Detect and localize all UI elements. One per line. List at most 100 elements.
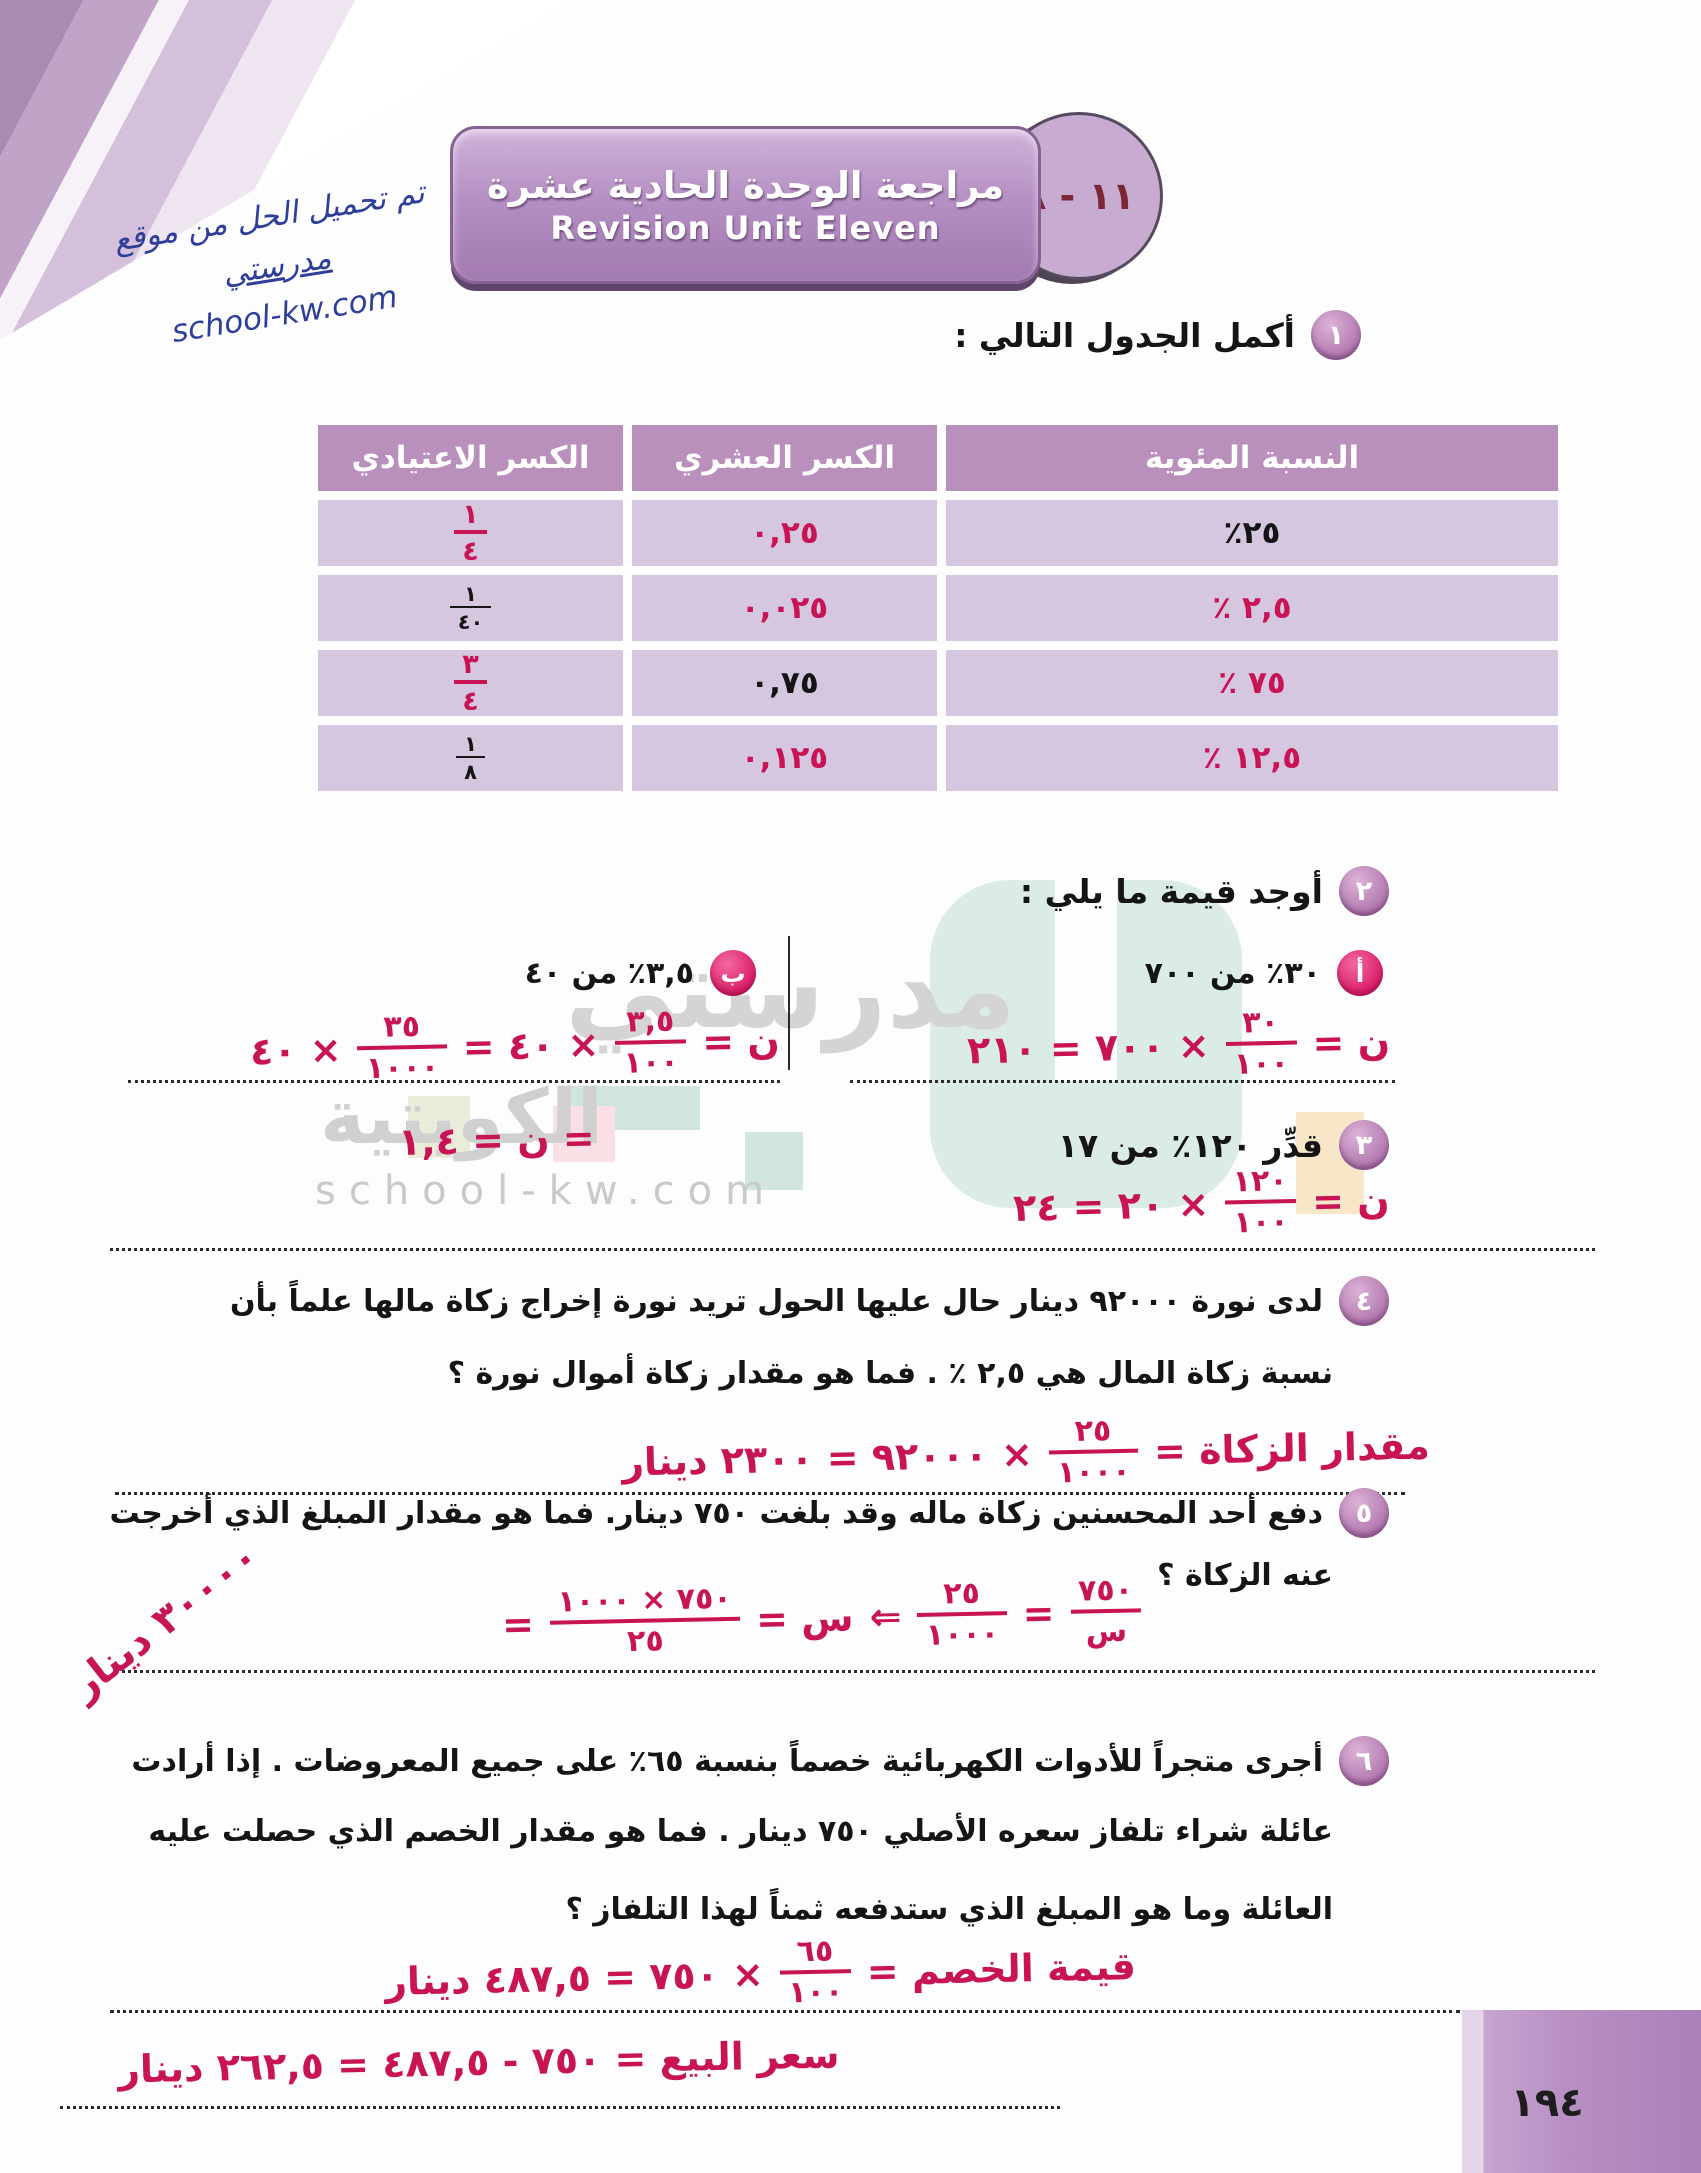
answer-dotted-line (128, 1080, 780, 1083)
question-2a-badge: أ (1337, 950, 1383, 996)
watermark-brand-sub: الكويتية (320, 1072, 604, 1161)
question-6-line1: أجرى متجراً للأدوات الكهربائية خصماً بنس… (131, 1743, 1323, 1779)
implies-arrow: ⇐ (868, 1593, 902, 1639)
cell-r4-fraction: ١ ٨ (318, 725, 623, 791)
question-3-badge: ٣ (1339, 1120, 1389, 1170)
work-term: ن = (701, 1017, 781, 1064)
fraction-value: ١ ٨ (456, 732, 485, 784)
work-term: × ٧٠٠ = ٢١٠ (966, 1022, 1211, 1072)
q5-handwritten-result: ٣٠٠٠٠ دينار (61, 1533, 269, 1709)
question-4-line1: لدى نورة ٩٢٠٠٠ دينار حال عليها الحول تري… (229, 1283, 1323, 1319)
question-4-continued: نسبة زكاة المال هي ٢,٥ ٪ . فما هو مقدار … (448, 1356, 1333, 1391)
question-2a-text: ٣٠٪ من ٧٠٠ (1144, 955, 1321, 991)
q2b-handwritten-solution: ن = ٣,٥ ١٠٠ × ٤٠ = ٣٥ ١٠٠٠ × ٤٠ (250, 1002, 781, 1088)
work-term: = ن = ١,٤ (397, 1115, 596, 1165)
answer-dotted-line (60, 2106, 1060, 2109)
question-4-line2: نسبة زكاة المال هي ٢,٥ ٪ . فما هو مقدار … (447, 1356, 1333, 1391)
q5-handwritten-solution: ٧٥٠ س = ٢٥ ١٠٠٠ ⇐ س = ٧٥٠ × ١٠٠٠ ٢٥ = (501, 1572, 1142, 1661)
page-title-english: Revision Unit Eleven (550, 208, 941, 247)
question-6-continued: عائلة شراء تلفاز سعره الأصلي ٧٥٠ دينار .… (148, 1814, 1333, 1849)
cell-r1-percent: ٢٥٪ (946, 500, 1558, 566)
answer-dotted-line (850, 1080, 1395, 1083)
header-fraction: الكسر الاعتيادي (318, 425, 623, 491)
cell-r3-percent: ٧٥ ٪ (946, 650, 1558, 716)
question-5-continued: عنه الزكاة ؟ (1157, 1558, 1333, 1593)
work-fraction: ٣,٥ ١٠٠ (615, 1004, 688, 1081)
cell-r2-decimal: ٠,٠٢٥ (632, 575, 937, 641)
question-2-badge: ٢ (1339, 866, 1389, 916)
work-term: = (1021, 1590, 1055, 1636)
work-term: مقدار الزكاة = (1153, 1423, 1431, 1473)
work-term: ن = (1311, 1019, 1391, 1065)
question-2b-text: ٣,٥٪ من ٤٠ (524, 955, 694, 991)
work-fraction: ٧٥٠ × ١٠٠٠ ٢٥ (549, 1581, 741, 1661)
parts-divider-line (788, 936, 790, 1070)
watermark-brand-name: مدرستي (565, 928, 1016, 1053)
question-6-badge: ٦ (1339, 1736, 1389, 1786)
question-4-badge: ٤ (1339, 1276, 1389, 1326)
watermark-green-square (408, 1096, 470, 1158)
answer-dotted-line (110, 1248, 1595, 1251)
page-corner-bar (1462, 2010, 1701, 2173)
question-5-badge: ٥ (1339, 1488, 1389, 1538)
fraction-value: ١ ٤ (454, 499, 487, 567)
question-5: ٥ دفع أحد المحسنين زكاة ماله وقد بلغت ٧٥… (109, 1488, 1389, 1538)
question-4: ٤ لدى نورة ٩٢٠٠٠ دينار حال عليها الحول ت… (230, 1276, 1389, 1326)
header-decimal: الكسر العشري (632, 425, 937, 491)
question-6-continued: العائلة وما هو المبلغ الذي ستدفعه ثمناً … (565, 1892, 1333, 1927)
work-term: × ٢٠ = ٢٤ (1012, 1181, 1211, 1230)
fraction-value: ٣ ٤ (454, 649, 487, 717)
question-1-text: أكمل الجدول التالي : (954, 315, 1295, 355)
work-fraction: ٢٥ ١٠٠٠ (916, 1576, 1007, 1653)
q6-handwritten-sale-price: سعر البيع = ٧٥٠ - ٤٨٧,٥ = ٢٦٢,٥ دينار (118, 2032, 840, 2091)
cell-r1-fraction: ١ ٤ (318, 499, 623, 567)
question-3-text: قدِّر ١٢٠٪ من ١٧ (1057, 1125, 1323, 1165)
watermark-logo-notch (1055, 876, 1117, 1081)
q4-handwritten-solution: مقدار الزكاة = ٢٥ ١٠٠٠ × ٩٢٠٠٠ = ٢٣٠٠ دي… (621, 1408, 1430, 1500)
q6-handwritten-discount: قيمة الخصم = ٦٥ ١٠٠ × ٧٥٠ = ٤٨٧,٥ دينار (384, 1928, 1136, 2019)
answer-dotted-line (110, 2010, 1460, 2013)
header-percent: النسبة المئوية (946, 425, 1558, 491)
page-number: ١٩٤ (1510, 2080, 1584, 2126)
work-term: × ٩٢٠٠٠ = ٢٣٠٠ دينار (621, 1431, 1034, 1484)
question-6-line2: عائلة شراء تلفاز سعره الأصلي ٧٥٠ دينار .… (148, 1814, 1333, 1849)
question-6-line3: العائلة وما هو المبلغ الذي ستدفعه ثمناً … (565, 1892, 1333, 1927)
work-term: سعر البيع = ٧٥٠ - ٤٨٧,٥ = ٢٦٢,٥ دينار (117, 2032, 840, 2092)
question-2: ٢ أوجد قيمة ما يلي : (1020, 866, 1389, 916)
cell-r2-percent: ٢,٥ ٪ (946, 575, 1558, 641)
question-1-badge: ١ (1311, 310, 1361, 360)
cell-r3-decimal: ٠,٧٥ (632, 650, 937, 716)
cell-r2-fraction: ١ ٤٠ (318, 575, 623, 641)
watermark-teal-square (745, 1132, 803, 1190)
answer-dotted-line (115, 1492, 1405, 1495)
watermark-url: school-kw.com (315, 1168, 778, 1214)
question-2-text: أوجد قيمة ما يلي : (1019, 871, 1323, 911)
question-2b: ب ٣,٥٪ من ٤٠ (525, 950, 756, 996)
conversion-table: النسبة المئوية الكسر العشري الكسر الاعتي… (318, 425, 1558, 791)
work-fraction: ١٢٠ ١٠٠ (1225, 1163, 1298, 1241)
work-term: = (501, 1601, 534, 1647)
title-banner: مراجعة الوحدة الحادية عشرة Revision Unit… (450, 126, 1041, 284)
work-term: قيمة الخصم = (866, 1943, 1137, 1994)
work-fraction: ٣٥ ١٠٠٠ (357, 1009, 448, 1087)
work-term: ن = (1311, 1177, 1391, 1224)
question-5-line1: دفع أحد المحسنين زكاة ماله وقد بلغت ٧٥٠ … (109, 1495, 1323, 1531)
cell-r4-percent: ١٢,٥ ٪ (946, 725, 1558, 791)
q2a-handwritten-solution: ن = ٣٠ ١٠٠ × ٧٠٠ = ٢١٠ (966, 1004, 1391, 1088)
work-term: × ٤٠ = (462, 1021, 600, 1069)
q3-handwritten-solution: ن = ١٢٠ ١٠٠ × ٢٠ = ٢٤ (1013, 1162, 1391, 1245)
question-2a: أ ٣٠٪ من ٧٠٠ (1145, 950, 1383, 996)
page-title-arabic: مراجعة الوحدة الحادية عشرة (486, 163, 1005, 207)
work-term: س = (755, 1594, 854, 1641)
work-term: × ٧٥٠ = ٤٨٧,٥ دينار (384, 1951, 765, 2004)
work-term: × ٤٠ (249, 1027, 343, 1074)
work-fraction: ٦٥ ١٠٠ (779, 1933, 852, 2011)
question-2b-badge: ب (710, 950, 756, 996)
question-5-line2: عنه الزكاة ؟ (1157, 1558, 1333, 1593)
q2b-handwritten-result: = ن = ١,٤ (398, 1116, 596, 1164)
question-3: ٣ قدِّر ١٢٠٪ من ١٧ (1058, 1120, 1389, 1170)
cell-r3-fraction: ٣ ٤ (318, 649, 623, 717)
fraction-value: ١ ٤٠ (449, 582, 492, 634)
answer-dotted-line (115, 1670, 1595, 1673)
